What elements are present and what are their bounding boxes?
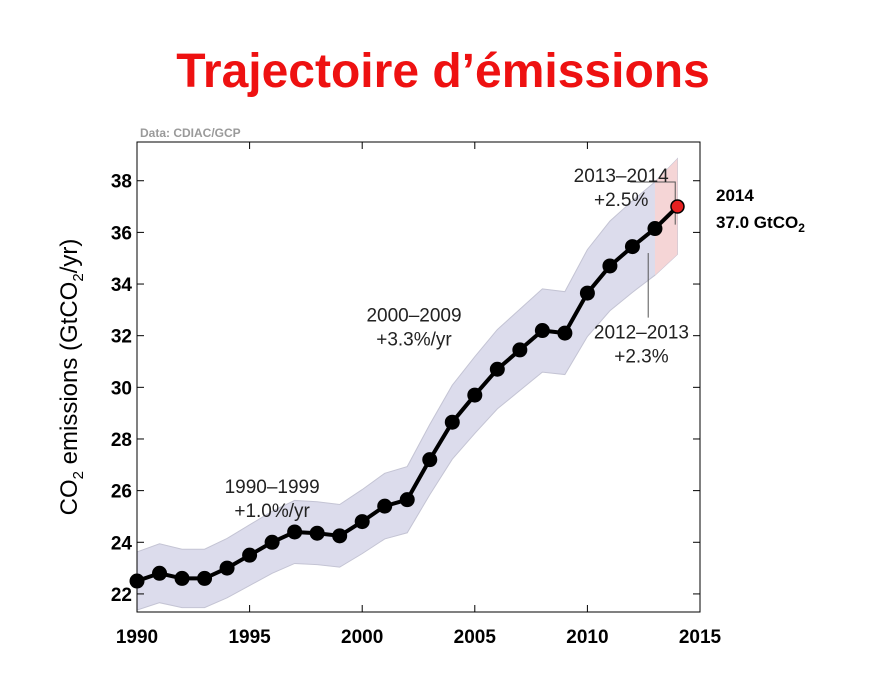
period-annotation: 1990–1999 (225, 477, 320, 498)
data-point (489, 361, 505, 377)
period-annotation: +2.5% (594, 190, 649, 211)
y-tick-label: 36 (111, 223, 132, 244)
callout-value: 37.0 GtCO2 (716, 213, 805, 235)
data-point (152, 565, 168, 581)
y-axis-label-subscript: 2 (70, 471, 87, 479)
period-annotation: 2000–2009 (366, 305, 461, 326)
data-point (377, 498, 393, 514)
uncertainty-band (136, 157, 678, 611)
data-point (422, 452, 438, 468)
y-axis-label-part: /yr) (56, 239, 83, 274)
data-point (354, 514, 370, 530)
data-point (174, 570, 190, 586)
chart-title: Trajectoire d’émissions (176, 45, 710, 98)
y-axis-label-part: emissions (GtCO (56, 282, 83, 471)
data-point (534, 323, 550, 339)
data-point (309, 525, 325, 541)
callout-year: 2014 (716, 186, 754, 205)
y-tick-label: 28 (111, 430, 132, 451)
y-tick-label: 22 (111, 585, 132, 606)
data-point (512, 342, 528, 358)
plot-frame (136, 141, 701, 613)
data-point (602, 258, 618, 274)
source-note: Data: CDIAC/GCP (140, 126, 241, 140)
y-axis-label: CO2 emissions (GtCO2/yr) (56, 239, 87, 516)
y-tick-label: 34 (111, 275, 133, 296)
data-point (287, 524, 303, 540)
x-tick-label: 2015 (679, 627, 722, 648)
x-tick-label: 1995 (228, 627, 271, 648)
x-tick-label: 2000 (341, 627, 383, 648)
data-point-highlight (670, 199, 685, 214)
data-point (647, 221, 663, 237)
period-annotation: 2012–2013 (594, 322, 689, 343)
data-point (332, 528, 348, 544)
x-tick-label: 2005 (454, 627, 497, 648)
y-tick-label: 38 (111, 172, 132, 193)
callout-value-subscript: 2 (798, 221, 805, 235)
data-point (444, 414, 460, 430)
data-point (624, 239, 640, 255)
period-annotation: +2.3% (614, 346, 669, 367)
data-point (264, 534, 280, 550)
plot-area: 1990 1995 2000 2005 2010 2015 22 24 26 28 30 32 34 36… (111, 142, 722, 648)
x-tick-label: 1990 (116, 627, 158, 648)
y-tick-label: 32 (111, 327, 132, 348)
y-tick-label: 30 (111, 378, 132, 399)
data-point (219, 560, 235, 576)
data-point (557, 325, 573, 341)
x-tick-label: 2010 (566, 627, 608, 648)
y-axis-label-subscript: 2 (70, 273, 87, 281)
data-point (467, 387, 483, 403)
data-point (399, 492, 415, 508)
callout-value-text: 37.0 GtCO (716, 213, 798, 232)
data-point (579, 285, 595, 301)
period-annotation: +3.3%/yr (376, 329, 452, 350)
y-tick-label: 26 (111, 482, 132, 503)
y-tick-label: 24 (111, 533, 133, 554)
y-axis-label-part: CO (56, 479, 83, 515)
period-annotation: 2013–2014 (574, 166, 670, 187)
data-point (242, 547, 258, 563)
period-annotation: +1.0%/yr (234, 501, 310, 522)
data-point (197, 570, 213, 586)
